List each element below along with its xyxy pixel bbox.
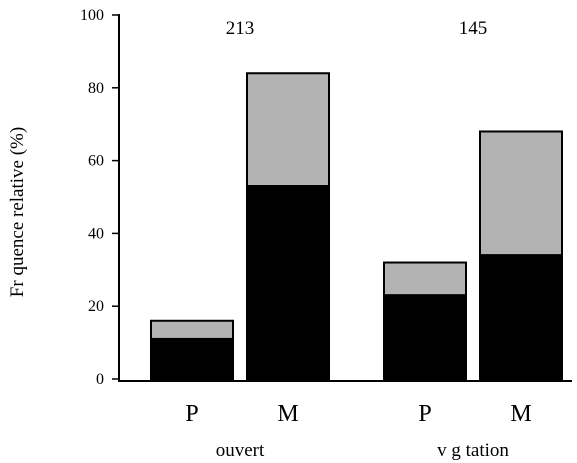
bar-segment-top [246, 72, 330, 188]
group-count-label: 145 [459, 18, 488, 39]
y-ticks: 0 20 40 60 80 100 [80, 7, 119, 388]
y-tick-label: 20 [88, 298, 104, 315]
bar-segment-top [150, 319, 234, 340]
y-axis-label: Fr quence relative (%) [7, 127, 28, 297]
y-tick-label: 0 [96, 371, 104, 388]
axis-layer [118, 14, 572, 382]
bars [150, 72, 563, 381]
y-tick-label: 40 [88, 225, 104, 242]
y-tick-label: 80 [88, 80, 104, 97]
bar-segment-bottom [479, 254, 563, 381]
x-group-label: ouvert [216, 440, 265, 461]
x-category-label: P [185, 401, 198, 427]
bar-segment-bottom [383, 294, 467, 380]
x-category-label: M [277, 401, 298, 427]
y-tick-label: 60 [88, 153, 104, 170]
x-category-label: P [418, 401, 431, 427]
bar-segment-top [383, 261, 467, 297]
x-category-label: M [510, 401, 531, 427]
x-group-label: v g tation [437, 440, 509, 461]
bar-segment-bottom [150, 337, 234, 380]
bar-segment-top [479, 130, 563, 257]
y-tick-label: 100 [80, 7, 104, 24]
group-count-label: 213 [226, 18, 255, 39]
bar-segment-bottom [246, 185, 330, 380]
